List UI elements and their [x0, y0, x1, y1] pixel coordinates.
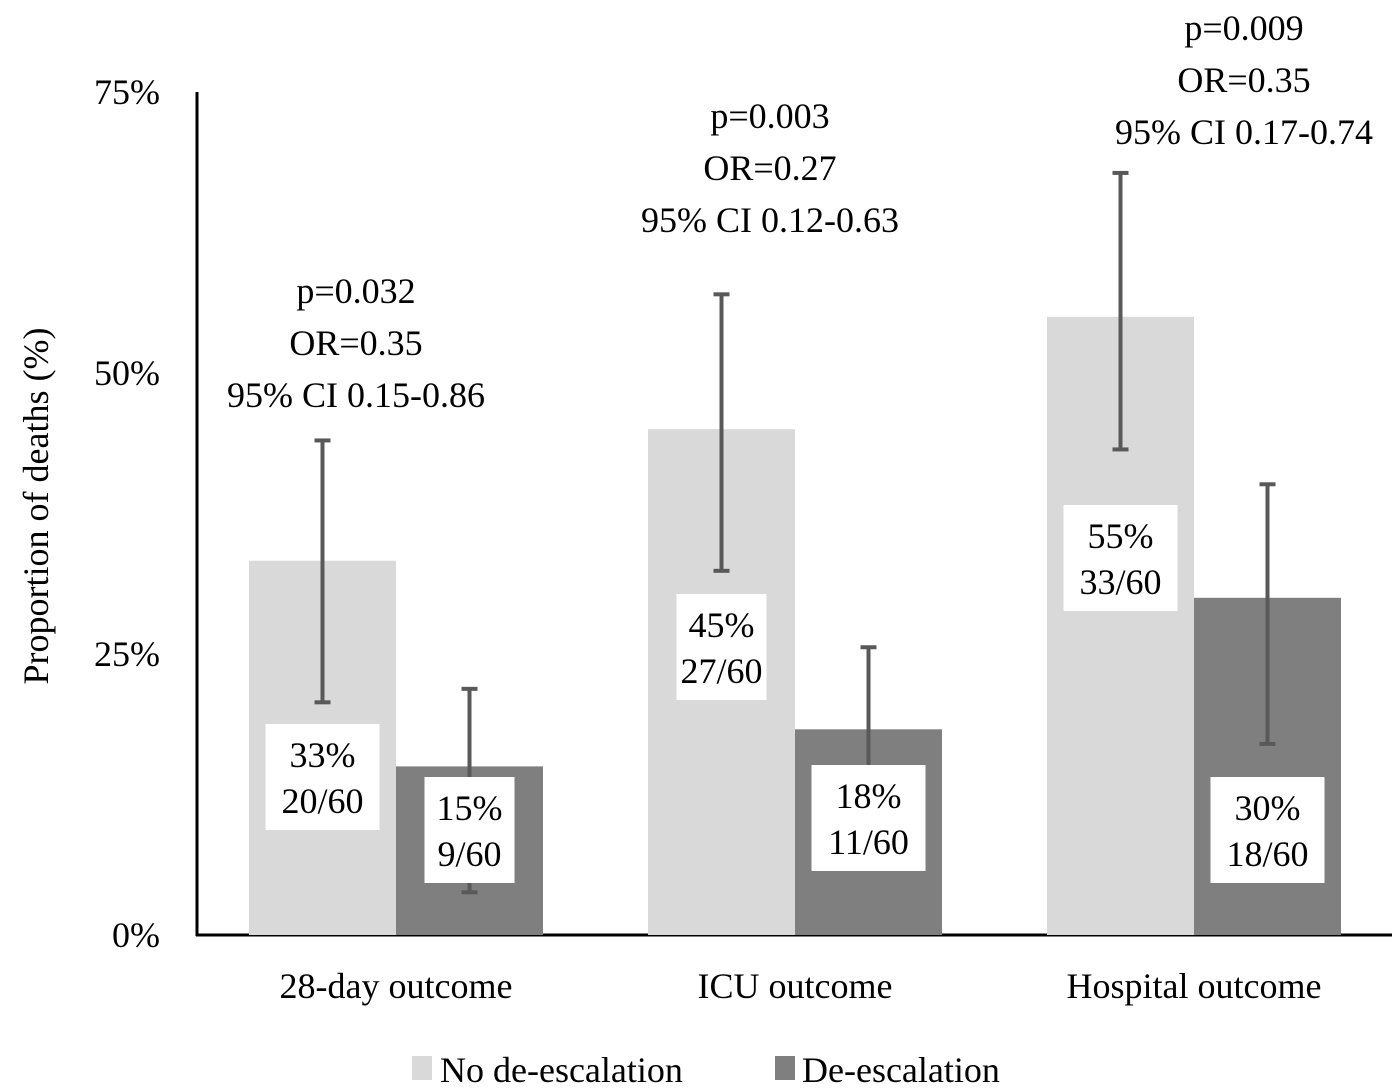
- error-bar: [314, 438, 331, 705]
- data-label-box: [811, 765, 926, 871]
- stat-annotation-line: OR=0.27: [703, 148, 836, 188]
- x-category-label: ICU outcome: [698, 966, 893, 1006]
- error-bar: [1259, 482, 1276, 746]
- data-label-count: 11/60: [828, 822, 909, 862]
- data-label-percent: 18%: [836, 776, 902, 816]
- legend-swatch: [412, 1056, 432, 1080]
- stat-annotation-line: p=0.003: [710, 96, 829, 136]
- data-label-count: 9/60: [437, 834, 501, 874]
- data-label: 55% 33/60: [1063, 505, 1178, 611]
- data-label-box: [1063, 505, 1178, 611]
- data-label: 33% 20/60: [265, 724, 380, 830]
- data-label: 30% 18/60: [1210, 777, 1325, 883]
- stat-annotation-line: OR=0.35: [1177, 60, 1310, 100]
- data-label-count: 27/60: [680, 651, 762, 691]
- y-tick-label: 50%: [94, 353, 160, 393]
- data-label-box: [424, 777, 515, 883]
- data-label-count: 18/60: [1226, 834, 1308, 874]
- legend-item: No de-escalation: [412, 1050, 683, 1088]
- legend-label: No de-escalation: [440, 1050, 683, 1088]
- data-label: 15% 9/60: [424, 777, 515, 883]
- legend-swatch: [775, 1056, 795, 1080]
- data-label-box: [676, 594, 767, 700]
- data-label-box: [265, 724, 380, 830]
- stat-annotation-line: 95% CI 0.15-0.86: [227, 375, 485, 415]
- stat-annotation-line: 95% CI 0.17-0.74: [1115, 112, 1373, 152]
- data-label-count: 20/60: [281, 781, 363, 821]
- data-label: 18% 11/60: [811, 765, 926, 871]
- stat-annotation-line: 95% CI 0.12-0.63: [641, 200, 899, 240]
- legend-item: De-escalation: [775, 1050, 1000, 1088]
- x-category-label: Hospital outcome: [1067, 966, 1322, 1006]
- y-tick-label: 75%: [94, 72, 160, 112]
- data-label-count: 33/60: [1079, 562, 1161, 602]
- error-bar: [1112, 170, 1129, 452]
- data-label-percent: 15%: [437, 788, 503, 828]
- error-bar: [713, 292, 730, 573]
- data-label-box: [1210, 777, 1325, 883]
- data-label-percent: 55%: [1088, 516, 1154, 556]
- y-tick-label: 0%: [112, 915, 160, 955]
- y-axis-title: Proportion of deaths (%): [16, 328, 56, 685]
- x-category-label: 28-day outcome: [280, 966, 513, 1006]
- data-label-percent: 33%: [290, 735, 356, 775]
- y-tick-label: 25%: [94, 634, 160, 674]
- stat-annotation-line: p=0.009: [1184, 8, 1303, 48]
- legend-label: De-escalation: [802, 1050, 1000, 1088]
- stat-annotation-line: OR=0.35: [289, 323, 422, 363]
- stat-annotation-line: p=0.032: [296, 271, 415, 311]
- data-label-percent: 45%: [689, 605, 755, 645]
- data-label: 45% 27/60: [676, 594, 767, 700]
- data-label-percent: 30%: [1235, 788, 1301, 828]
